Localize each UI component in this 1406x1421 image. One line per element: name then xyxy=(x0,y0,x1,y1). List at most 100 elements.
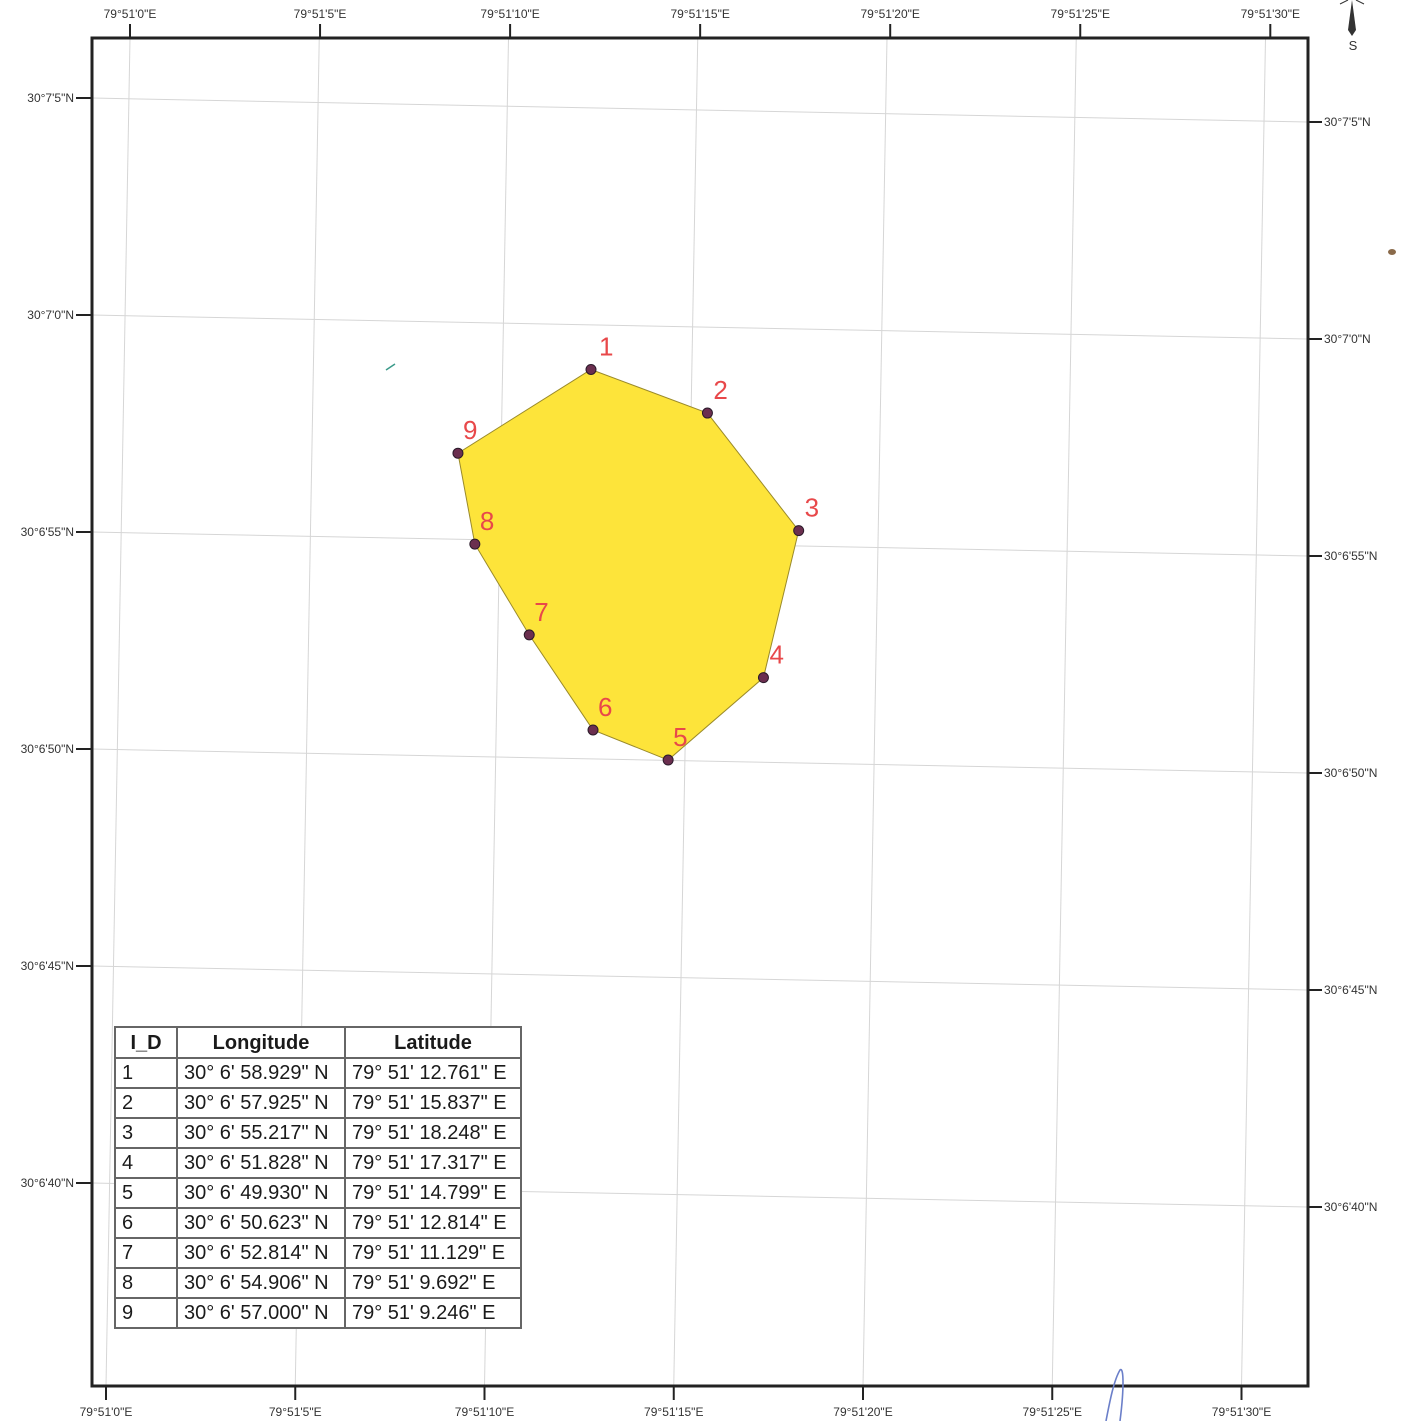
cell-id: 7 xyxy=(114,1237,178,1269)
meridian-line xyxy=(1241,37,1266,1387)
cell-id: 3 xyxy=(114,1117,178,1149)
left-latitude-label: 30°6'55"N xyxy=(21,525,74,539)
vertex-label: 3 xyxy=(805,493,819,523)
top-longitude-label: 79°51'0"E xyxy=(104,7,157,21)
cell-longitude: 30° 6' 57.000" N xyxy=(176,1297,346,1329)
vertex-point xyxy=(587,724,599,736)
table-row: 7 30° 6' 52.814" N 79° 51' 11.129" E xyxy=(114,1237,522,1269)
bottom-longitude-label: 79°51'5"E xyxy=(269,1405,322,1419)
cell-latitude: 79° 51' 9.692" E xyxy=(344,1267,522,1299)
table-row: 2 30° 6' 57.925" N 79° 51' 15.837" E xyxy=(114,1087,522,1119)
bottom-longitude-label: 79°51'30"E xyxy=(1212,1405,1271,1419)
right-latitude-label: 30°7'0"N xyxy=(1324,332,1371,346)
cell-latitude: 79° 51' 9.246" E xyxy=(344,1297,522,1329)
left-latitude-label: 30°6'40"N xyxy=(21,1176,74,1190)
cell-id: 2 xyxy=(114,1087,178,1119)
header-longitude: Longitude xyxy=(176,1026,346,1059)
graticule xyxy=(91,37,1309,1387)
cell-latitude: 79° 51' 12.814" E xyxy=(344,1207,522,1239)
cell-latitude: 79° 51' 11.129" E xyxy=(344,1237,522,1269)
cell-id: 4 xyxy=(114,1147,178,1179)
table-row: 1 30° 6' 58.929" N 79° 51' 12.761" E xyxy=(114,1057,522,1089)
right-latitude-label: 30°6'55"N xyxy=(1324,549,1377,563)
vertex-label: 9 xyxy=(463,415,477,445)
cell-longitude: 30° 6' 55.217" N xyxy=(176,1117,346,1149)
vertex-label: 7 xyxy=(534,597,548,627)
left-latitude-labels: 30°7'5"N 30°7'0"N 30°6'55"N 30°6'50"N 30°6'4… xyxy=(21,91,92,1190)
vertex-label: 2 xyxy=(713,375,727,405)
cell-longitude: 30° 6' 57.925" N xyxy=(176,1087,346,1119)
table-row: 5 30° 6' 49.930" N 79° 51' 14.799" E xyxy=(114,1177,522,1209)
table-row: 4 30° 6' 51.828" N 79° 51' 17.317" E xyxy=(114,1147,522,1179)
cell-latitude: 79° 51' 15.837" E xyxy=(344,1087,522,1119)
cell-longitude: 30° 6' 50.623" N xyxy=(176,1207,346,1239)
vertex-point xyxy=(793,525,805,537)
right-latitude-label: 30°6'40"N xyxy=(1324,1200,1377,1214)
vertex-point xyxy=(523,629,535,641)
cell-longitude: 30° 6' 51.828" N xyxy=(176,1147,346,1179)
table-header-row: I_D Longitude Latitude xyxy=(114,1026,522,1059)
coordinate-table-grid: I_D Longitude Latitude 1 30° 6' 58.929" N… xyxy=(114,1026,522,1329)
meridian-line xyxy=(1051,37,1077,1387)
vertex-point xyxy=(662,754,674,766)
table-row: 9 30° 6' 57.000" N 79° 51' 9.246" E xyxy=(114,1297,522,1329)
bottom-longitude-label: 79°51'0"E xyxy=(80,1405,133,1419)
cell-longitude: 30° 6' 52.814" N xyxy=(176,1237,346,1269)
cell-id: 9 xyxy=(114,1297,178,1329)
coordinate-table: I_D Longitude Latitude 1 30° 6' 58.929" N… xyxy=(114,1026,522,1329)
bottom-longitude-label: 79°51'10"E xyxy=(455,1405,514,1419)
left-latitude-label: 30°6'45"N xyxy=(21,959,74,973)
meridian-line xyxy=(105,37,131,1387)
vertex-label: 4 xyxy=(769,640,783,670)
parallel-line xyxy=(91,97,1309,123)
cell-id: 5 xyxy=(114,1177,178,1209)
table-row: 3 30° 6' 55.217" N 79° 51' 18.248" E xyxy=(114,1117,522,1149)
top-longitude-label: 79°51'5"E xyxy=(294,7,347,21)
cell-latitude: 79° 51' 17.317" E xyxy=(344,1147,522,1179)
vertex-point xyxy=(452,447,464,459)
bottom-longitude-label: 79°51'25"E xyxy=(1023,1405,1082,1419)
top-longitude-label: 79°51'10"E xyxy=(480,7,539,21)
signature-stroke xyxy=(1105,1368,1124,1421)
vertex-label: 6 xyxy=(598,692,612,722)
right-latitude-label: 30°6'50"N xyxy=(1324,766,1377,780)
north-arrow-letter: S xyxy=(1349,38,1358,53)
cell-id: 8 xyxy=(114,1267,178,1299)
cell-id: 6 xyxy=(114,1207,178,1239)
vertex-point xyxy=(469,538,481,550)
left-latitude-label: 30°7'5"N xyxy=(27,91,74,105)
vertex-label: 1 xyxy=(599,331,613,361)
parallel-line xyxy=(91,314,1309,340)
parallel-line xyxy=(91,748,1309,774)
site-boundary-polygon xyxy=(457,368,800,761)
cell-latitude: 79° 51' 12.761" E xyxy=(344,1057,522,1089)
meridian-line xyxy=(862,37,888,1387)
left-latitude-label: 30°6'50"N xyxy=(21,742,74,756)
stray-dot xyxy=(1388,249,1396,255)
bottom-longitude-labels: 79°51'0"E 79°51'5"E 79°51'10"E 79°51'15"E 79… xyxy=(80,1386,1271,1419)
top-longitude-label: 79°51'30"E xyxy=(1241,7,1300,21)
header-id: I_D xyxy=(114,1026,178,1059)
cell-latitude: 79° 51' 14.799" E xyxy=(344,1177,522,1209)
cell-id: 1 xyxy=(114,1057,178,1089)
table-row: 8 30° 6' 54.906" N 79° 51' 9.692" E xyxy=(114,1267,522,1299)
top-longitude-label: 79°51'15"E xyxy=(670,7,729,21)
bottom-longitude-label: 79°51'20"E xyxy=(833,1405,892,1419)
parallel-line xyxy=(91,965,1309,991)
right-latitude-label: 30°6'45"N xyxy=(1324,983,1377,997)
bottom-longitude-label: 79°51'15"E xyxy=(644,1405,703,1419)
top-longitude-label: 79°51'25"E xyxy=(1051,7,1110,21)
right-latitude-labels: 30°7'5"N 30°7'0"N 30°6'55"N 30°6'50"N 30°6'4… xyxy=(1308,115,1377,1214)
cell-longitude: 30° 6' 58.929" N xyxy=(176,1057,346,1089)
top-longitude-label: 79°51'20"E xyxy=(860,7,919,21)
vertex-label: 5 xyxy=(673,722,687,752)
cell-latitude: 79° 51' 18.248" E xyxy=(344,1117,522,1149)
top-longitude-labels: 79°51'0"E 79°51'5"E 79°51'10"E 79°51'15"E 79… xyxy=(104,7,1300,38)
boundary-vertices: 1 2 3 4 5 6 7 8 9 xyxy=(452,331,819,766)
vertex-point xyxy=(757,672,769,684)
cell-longitude: 30° 6' 49.930" N xyxy=(176,1177,346,1209)
vertex-point xyxy=(585,363,597,375)
stray-pen-mark xyxy=(385,363,396,371)
north-arrow-icon: S xyxy=(1339,0,1365,53)
